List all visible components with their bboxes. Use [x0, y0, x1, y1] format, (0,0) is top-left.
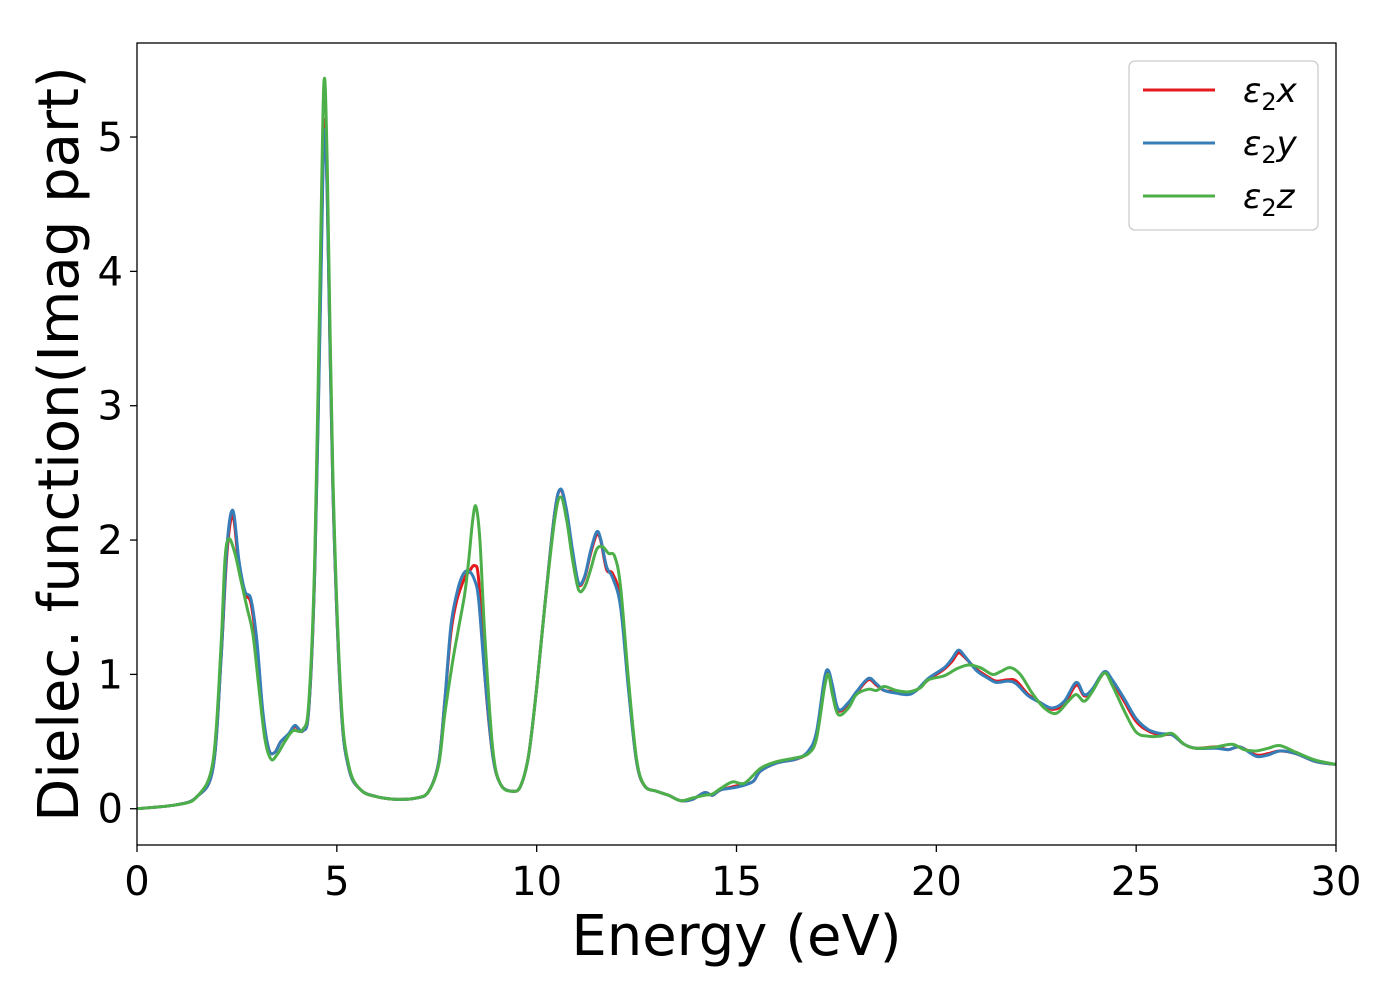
- legend-label-y: ε2y: [1243, 124, 1298, 169]
- y-tick-label: 3: [98, 384, 123, 430]
- x-tick-label: 10: [511, 859, 562, 905]
- y-axis-title: Dielec. function(Imag part): [27, 66, 92, 822]
- series-line-z: [137, 76, 1336, 811]
- x-tick-label: 20: [911, 859, 962, 905]
- x-tick-label: 0: [124, 859, 149, 905]
- y-tick-label: 2: [98, 518, 123, 564]
- legend: ε2x ε2y ε2z: [1128, 60, 1319, 231]
- legend-label-z: ε2z: [1243, 177, 1296, 222]
- x-tick-label: 25: [1111, 859, 1162, 905]
- series-layer: [137, 76, 1336, 811]
- x-tick-label: 30: [1311, 859, 1362, 905]
- y-tick-label: 1: [98, 652, 123, 698]
- x-axis-ticks: 0 5 10 15 20 25 30: [124, 845, 1361, 905]
- y-tick-label: 5: [98, 115, 123, 161]
- x-tick-label: 5: [324, 859, 349, 905]
- y-tick-label: 4: [98, 249, 123, 295]
- y-tick-label: 0: [98, 787, 123, 833]
- x-axis-title: Energy (eV): [571, 904, 901, 969]
- y-axis-ticks: 0 1 2 3 4 5: [98, 115, 137, 833]
- x-tick-label: 15: [711, 859, 762, 905]
- legend-label-x: ε2x: [1243, 71, 1298, 116]
- legend-frame: [1128, 60, 1319, 231]
